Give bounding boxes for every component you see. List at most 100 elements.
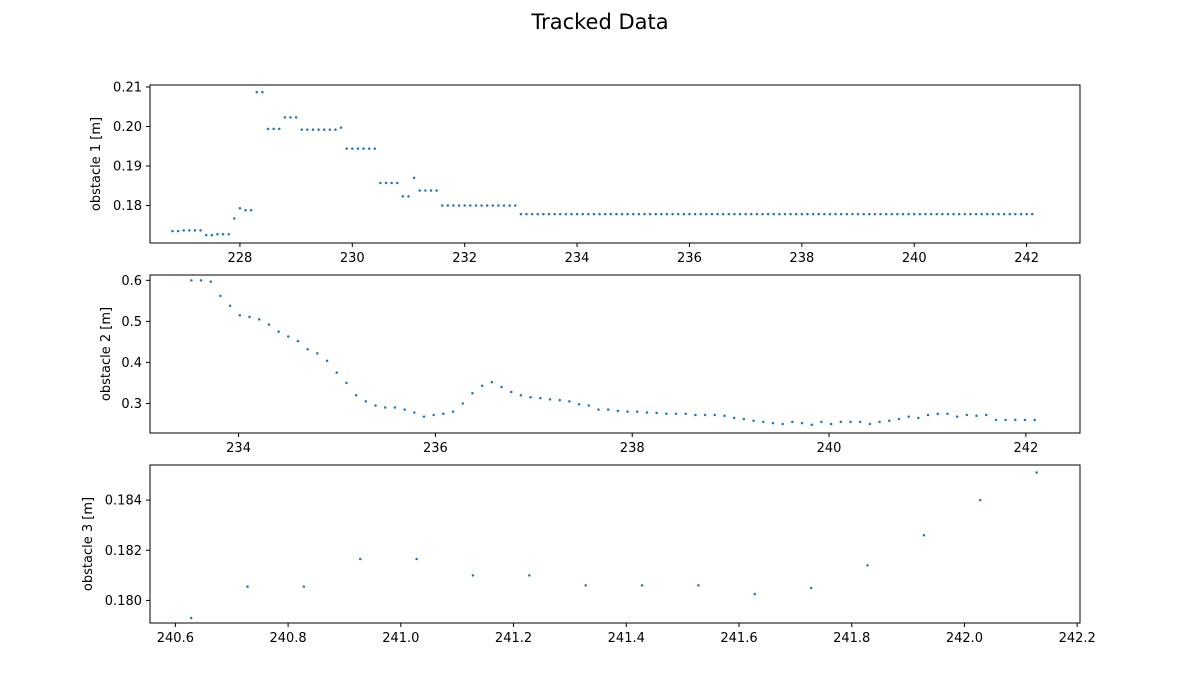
data-point bbox=[429, 189, 433, 192]
x-tick-label: 240.6 bbox=[157, 631, 194, 646]
data-point bbox=[771, 421, 775, 425]
data-point bbox=[936, 412, 939, 415]
data-point bbox=[480, 204, 483, 207]
data-point bbox=[188, 229, 191, 232]
data-point bbox=[255, 90, 259, 94]
data-point bbox=[1004, 418, 1007, 422]
data-point bbox=[984, 413, 988, 417]
y-axis-label: obstacle 3 [m] bbox=[81, 497, 96, 591]
y-tick-label: 0.5 bbox=[121, 315, 142, 330]
data-point bbox=[620, 212, 624, 216]
data-point bbox=[727, 212, 731, 216]
data-point bbox=[490, 380, 494, 384]
data-point bbox=[463, 204, 466, 207]
x-tick-label: 236 bbox=[677, 251, 702, 266]
data-point bbox=[697, 584, 700, 587]
data-point bbox=[922, 533, 926, 537]
axes-frame bbox=[149, 274, 1081, 434]
data-point bbox=[946, 412, 949, 415]
data-point bbox=[626, 212, 629, 216]
data-point bbox=[845, 212, 849, 216]
data-point bbox=[248, 315, 251, 319]
data-point bbox=[1008, 212, 1012, 216]
data-point bbox=[969, 212, 972, 216]
data-point bbox=[710, 212, 714, 216]
data-point bbox=[978, 498, 982, 502]
data-point bbox=[809, 586, 813, 590]
data-point bbox=[277, 127, 281, 131]
subplot-2: 234 236 238 240 242 0.3 0.4 0.5 0.6 obstacle 2 [m… bbox=[99, 274, 1081, 456]
x-tick-label: 241.0 bbox=[382, 631, 419, 646]
data-point bbox=[373, 147, 377, 150]
series-points bbox=[171, 90, 1034, 237]
data-point bbox=[272, 127, 275, 131]
y-tick-label: 0.20 bbox=[113, 120, 142, 135]
data-point bbox=[1002, 212, 1006, 216]
data-point bbox=[694, 413, 697, 417]
data-point bbox=[334, 128, 337, 131]
data-point bbox=[471, 574, 475, 577]
data-point bbox=[379, 181, 382, 185]
data-point bbox=[643, 212, 646, 216]
data-point bbox=[413, 411, 416, 414]
data-point bbox=[542, 212, 545, 216]
data-point bbox=[497, 204, 500, 207]
data-point bbox=[351, 147, 354, 150]
data-point bbox=[907, 212, 910, 216]
data-point bbox=[219, 294, 222, 298]
data-point bbox=[929, 212, 933, 216]
data-point bbox=[244, 208, 247, 212]
data-point bbox=[587, 212, 590, 216]
data-point bbox=[289, 116, 292, 119]
data-point bbox=[1023, 418, 1027, 422]
data-point bbox=[322, 128, 326, 131]
data-point bbox=[682, 212, 686, 216]
data-point bbox=[418, 189, 421, 192]
data-point bbox=[581, 212, 584, 216]
data-point bbox=[451, 410, 455, 413]
data-point bbox=[193, 229, 197, 232]
data-point bbox=[755, 212, 759, 216]
data-point bbox=[858, 420, 862, 424]
data-point bbox=[233, 217, 236, 220]
data-point bbox=[575, 212, 579, 216]
data-point bbox=[536, 212, 539, 216]
data-point bbox=[733, 212, 736, 216]
x-tick-label: 238 bbox=[789, 251, 814, 266]
data-point bbox=[238, 313, 242, 317]
data-point bbox=[912, 212, 916, 216]
y-axis-label: obstacle 2 [m] bbox=[99, 307, 114, 401]
data-point bbox=[480, 384, 484, 388]
data-point bbox=[778, 212, 781, 216]
data-point bbox=[474, 204, 478, 207]
data-point bbox=[635, 410, 639, 413]
data-point bbox=[553, 212, 556, 216]
data-point bbox=[228, 304, 232, 308]
data-point bbox=[261, 90, 264, 94]
data-point bbox=[401, 195, 405, 198]
data-point bbox=[868, 212, 871, 216]
data-point bbox=[615, 212, 618, 216]
data-point bbox=[221, 233, 225, 236]
data-point bbox=[568, 400, 571, 403]
x-tick-label: 228 bbox=[227, 251, 252, 266]
data-point bbox=[209, 280, 212, 283]
data-point bbox=[866, 564, 869, 567]
data-point bbox=[306, 348, 309, 351]
data-point bbox=[500, 385, 503, 389]
data-point bbox=[471, 391, 474, 395]
data-point bbox=[294, 116, 298, 119]
x-tick-label: 238 bbox=[620, 441, 645, 456]
figure-title: Tracked Data bbox=[530, 10, 668, 34]
data-point bbox=[1035, 471, 1038, 474]
data-point bbox=[300, 128, 303, 131]
data-point bbox=[609, 212, 613, 216]
data-point bbox=[781, 422, 784, 426]
data-point bbox=[277, 330, 280, 333]
y-tick-label: 0.182 bbox=[105, 544, 142, 559]
data-point bbox=[356, 147, 360, 150]
data-point bbox=[980, 212, 983, 216]
data-point bbox=[955, 415, 959, 418]
axes-frame bbox=[149, 464, 1081, 624]
